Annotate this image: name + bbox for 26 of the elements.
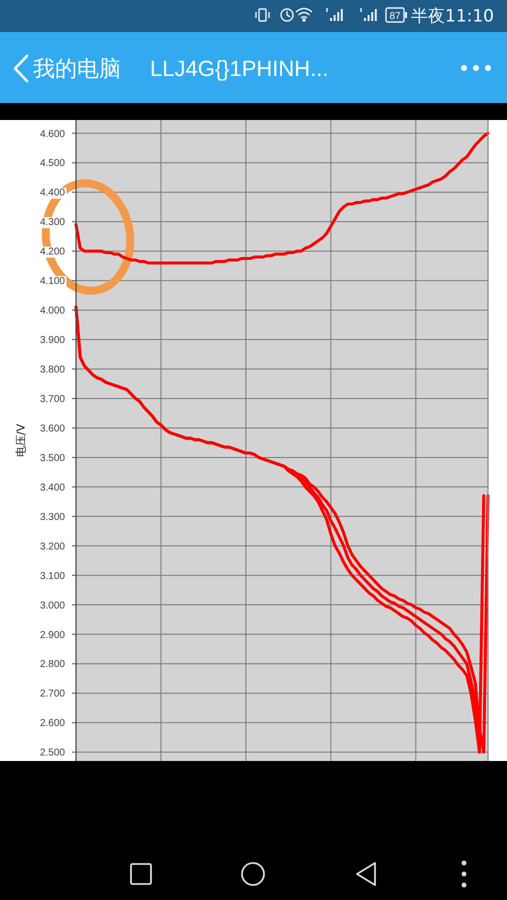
y-tick-label: 4.300	[40, 217, 66, 228]
y-tick-label: 3.200	[40, 541, 66, 552]
y-tick-label: 3.800	[40, 364, 66, 376]
y-tick-label: 2.700	[40, 688, 66, 700]
y-tick-label: 3.000	[40, 600, 66, 612]
y-tick-label: 4.600	[40, 128, 66, 140]
y-tick-label: 3.400	[40, 482, 66, 494]
y-tick-label: 4.200	[40, 246, 66, 258]
y-tick-label: 4.400	[40, 188, 66, 199]
y-tick-label: 4.000	[40, 306, 66, 317]
y-tick-label: 3.300	[40, 512, 66, 523]
y-axis-title: 电压/V	[14, 423, 28, 458]
y-tick-label: 3.600	[40, 423, 66, 434]
y-tick-label: 3.900	[40, 335, 66, 346]
y-tick-label: 3.100	[40, 570, 66, 582]
y-tick-label: 2.800	[40, 659, 66, 670]
y-tick-label: 3.500	[40, 452, 66, 464]
y-tick-label: 4.500	[40, 158, 66, 170]
chart-subtitle: LLJ4G{}1PHINH...	[150, 56, 329, 81]
chart-title: 我的电脑	[33, 57, 121, 82]
y-tick-label: 2.600	[40, 718, 66, 730]
y-tick-label: 4.100	[40, 276, 66, 288]
text: 半夜11:10	[411, 6, 494, 26]
y-tick-label: 2.900	[40, 630, 66, 641]
y-tick-label: 3.700	[40, 394, 66, 406]
y-tick-label: 2.500	[40, 748, 66, 759]
